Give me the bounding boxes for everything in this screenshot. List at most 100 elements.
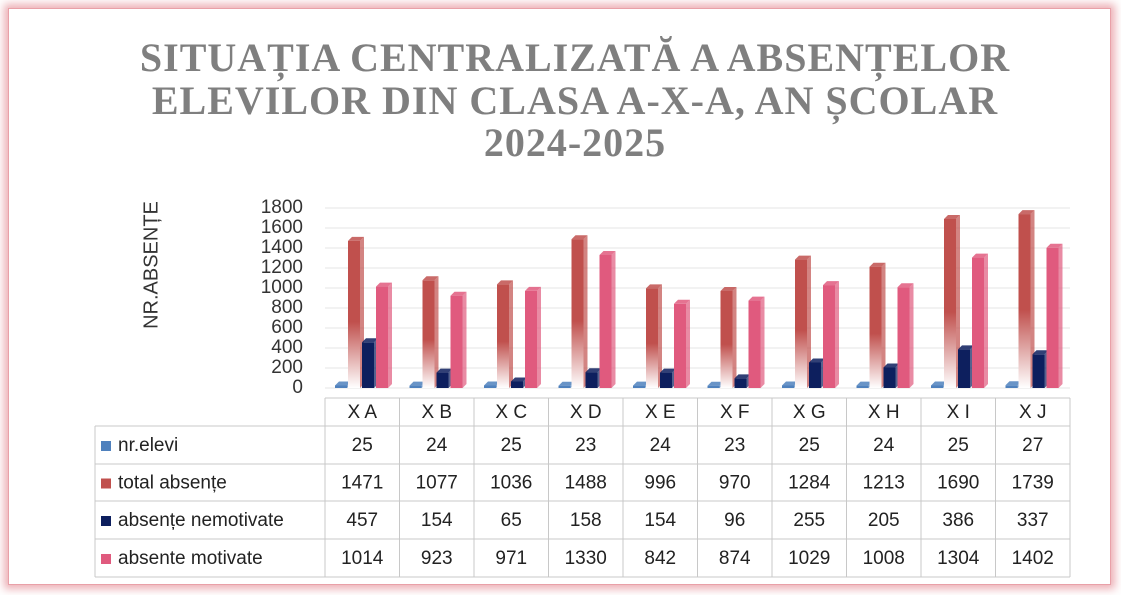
bar bbox=[1046, 247, 1059, 388]
table-value: 96 bbox=[724, 510, 745, 531]
table-value: 1014 bbox=[341, 548, 384, 569]
bar bbox=[856, 385, 869, 388]
bar-side bbox=[732, 287, 737, 388]
bar bbox=[748, 300, 761, 388]
bar bbox=[782, 385, 794, 388]
table-value: 27 bbox=[1022, 435, 1043, 456]
bar bbox=[897, 287, 910, 388]
table-value: 842 bbox=[644, 548, 676, 569]
legend-label: absențe nemotivate bbox=[118, 510, 284, 531]
bar bbox=[720, 291, 733, 388]
bar bbox=[707, 385, 720, 388]
bar-top bbox=[450, 291, 467, 296]
bar-top bbox=[809, 358, 825, 363]
table-value: 255 bbox=[793, 510, 825, 531]
table-value: 23 bbox=[575, 435, 596, 456]
bar-side bbox=[1058, 243, 1063, 388]
x-tick-label: X F bbox=[720, 402, 750, 423]
bar-top bbox=[335, 381, 351, 386]
x-tick-label: X E bbox=[645, 402, 676, 423]
table-value: 24 bbox=[426, 435, 448, 456]
bar bbox=[422, 280, 435, 388]
table-value: 874 bbox=[719, 548, 751, 569]
bar-top bbox=[944, 215, 960, 219]
bar-top bbox=[1018, 210, 1035, 215]
bar bbox=[646, 288, 658, 388]
bar-top bbox=[1046, 243, 1063, 248]
bar bbox=[795, 259, 807, 388]
bar-top bbox=[585, 368, 602, 373]
x-tick-label: X B bbox=[421, 402, 452, 423]
table-value: 1036 bbox=[490, 473, 532, 494]
table-value: 25 bbox=[799, 435, 820, 456]
bar bbox=[972, 257, 984, 388]
legend-swatch bbox=[101, 441, 111, 451]
bar-side bbox=[760, 296, 765, 388]
bar-side bbox=[956, 215, 960, 388]
table-value: 1008 bbox=[863, 548, 905, 569]
table-value: 25 bbox=[948, 435, 969, 456]
bar bbox=[1032, 354, 1045, 388]
table-value: 1690 bbox=[937, 473, 979, 494]
bar-top bbox=[376, 282, 392, 287]
table-value: 1077 bbox=[416, 473, 458, 494]
table-value: 971 bbox=[495, 548, 527, 569]
chart-title: ELEVILOR DIN CLASA A-X-A, AN ȘCOLAR bbox=[152, 78, 998, 124]
bar-top bbox=[869, 262, 886, 267]
bar-top bbox=[748, 296, 765, 301]
bar bbox=[585, 372, 598, 388]
bar bbox=[931, 385, 943, 388]
bar-top bbox=[1005, 381, 1022, 386]
legend-label: total absențe bbox=[118, 473, 227, 494]
legend-label: absente motivate bbox=[118, 548, 263, 569]
bar-side bbox=[686, 299, 690, 388]
y-tick-label: 800 bbox=[271, 297, 303, 318]
bar-side bbox=[835, 281, 839, 388]
bar-top bbox=[856, 381, 873, 386]
bar bbox=[823, 285, 835, 388]
bar bbox=[484, 385, 496, 388]
bar bbox=[809, 362, 821, 388]
bar-side bbox=[984, 253, 988, 388]
bar-top bbox=[958, 345, 974, 350]
bar-top bbox=[497, 280, 513, 285]
bar bbox=[944, 219, 956, 388]
y-tick-label: 400 bbox=[271, 337, 303, 358]
bar bbox=[362, 342, 374, 388]
bar-side bbox=[434, 276, 439, 388]
table-value: 1471 bbox=[341, 473, 383, 494]
bar bbox=[409, 385, 422, 388]
table-value: 1284 bbox=[788, 473, 831, 494]
table-value: 1739 bbox=[1012, 473, 1054, 494]
table-value: 1029 bbox=[788, 548, 830, 569]
bar-top bbox=[525, 286, 541, 291]
bar-top bbox=[782, 381, 798, 386]
table-value: 996 bbox=[644, 473, 676, 494]
bar-top bbox=[409, 381, 426, 386]
y-tick-label: 1000 bbox=[261, 277, 303, 298]
table-value: 25 bbox=[501, 435, 522, 456]
bar bbox=[450, 295, 463, 388]
table-value: 1330 bbox=[565, 548, 607, 569]
bar-side bbox=[658, 284, 662, 388]
x-tick-label: X H bbox=[868, 402, 900, 423]
bar-top bbox=[599, 251, 616, 255]
bar bbox=[436, 372, 449, 388]
bar-top bbox=[1032, 350, 1049, 355]
bar-top bbox=[897, 283, 914, 288]
bar bbox=[633, 385, 645, 388]
y-tick-label: 0 bbox=[292, 377, 303, 398]
bar bbox=[376, 286, 388, 388]
bar bbox=[511, 381, 523, 388]
table-value: 23 bbox=[724, 435, 745, 456]
bar-side bbox=[537, 286, 541, 388]
bar-top bbox=[436, 368, 453, 373]
bar bbox=[558, 385, 571, 388]
bar bbox=[734, 378, 747, 388]
bar bbox=[883, 367, 896, 388]
legend-swatch bbox=[101, 478, 111, 489]
table-value: 1488 bbox=[565, 473, 607, 494]
x-tick-label: X D bbox=[570, 402, 602, 423]
